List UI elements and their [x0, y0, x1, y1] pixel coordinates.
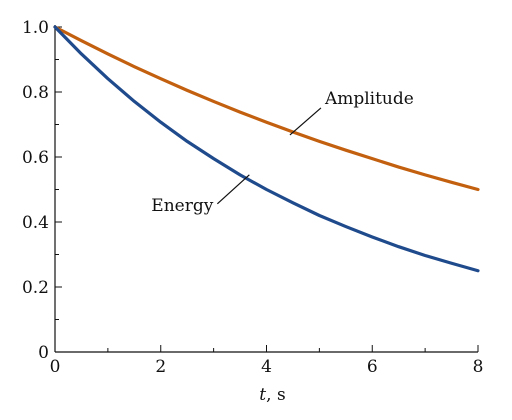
y-tick-label: 1.0	[22, 18, 49, 38]
annotations: Amplitude Energy	[151, 89, 414, 216]
y-tick-label: 0.2	[22, 278, 49, 298]
x-axis-variable: t	[259, 385, 266, 405]
x-tick-label: 0	[50, 357, 61, 377]
x-tick-label: 4	[261, 357, 272, 377]
amplitude-label: Amplitude	[324, 89, 414, 109]
x-tick-label: 8	[473, 357, 484, 377]
energy-leader-line	[216, 174, 250, 205]
y-tick-label: 0.8	[22, 83, 49, 103]
y-tick-label: 0.6	[22, 148, 49, 168]
energy-series-line	[53, 25, 480, 273]
energy-label: Energy	[151, 196, 213, 216]
x-axis-title: t, s	[259, 385, 285, 405]
x-tick-label: 6	[367, 357, 378, 377]
amplitude-leader-line	[289, 107, 322, 136]
amplitude-series-line	[53, 25, 480, 192]
y-tick-label: 0	[38, 343, 49, 363]
x-tick-label: 2	[155, 357, 166, 377]
x-axis-unit: , s	[266, 385, 286, 405]
plot-area: 0 0.2 0.4 0.6 0.8 1.0 0 2 4 6 8	[22, 18, 483, 377]
y-tick-label: 0.4	[22, 213, 49, 233]
series-lines	[53, 25, 480, 273]
